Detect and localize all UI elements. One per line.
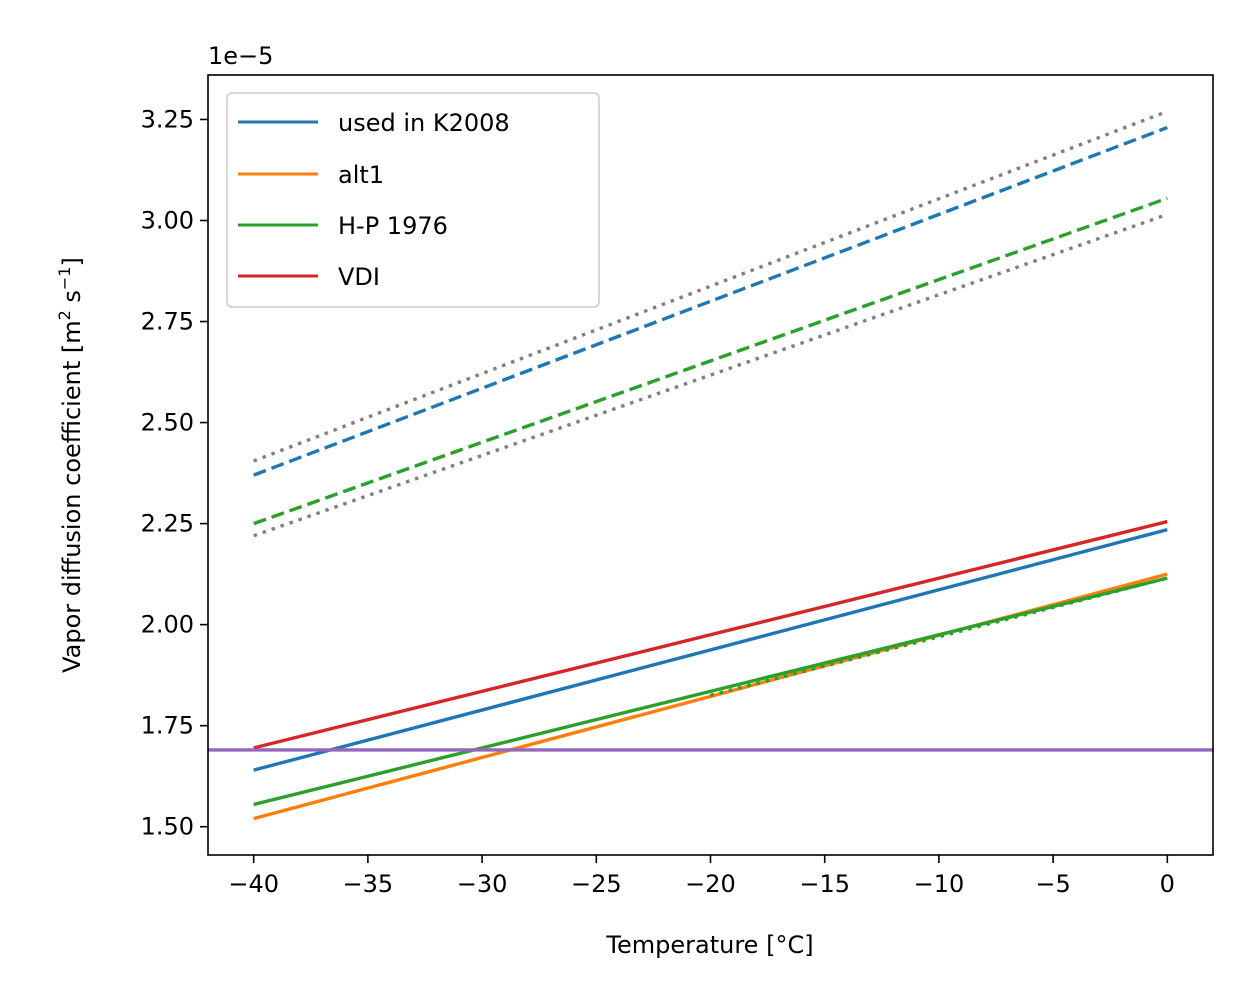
x-tick-label: −5 <box>1035 870 1070 898</box>
x-tick-label: −30 <box>457 870 508 898</box>
y-tick-label: 1.50 <box>141 813 194 841</box>
y-axis-label-sup1: 2 <box>55 310 74 320</box>
y-tick-label: 3.25 <box>141 105 194 133</box>
series-line-h-p-1976 <box>253 576 1168 807</box>
series-line-vdi <box>253 519 1168 750</box>
legend: used in K2008 alt1 H-P 1976 VDI <box>226 92 600 308</box>
x-tick-label: −10 <box>914 870 965 898</box>
series-line-dotted-8 <box>253 109 1168 463</box>
x-tick-label: −40 <box>228 870 279 898</box>
legend-label-k2008: used in K2008 <box>338 109 510 137</box>
x-tick-label: −35 <box>343 870 394 898</box>
legend-label-vdi: VDI <box>338 263 380 291</box>
x-tick-label: −20 <box>685 870 736 898</box>
y-axis-label-sup2: −1 <box>55 266 74 290</box>
x-axis-ticks: −40 −35 −30 −25 −20 −15 −10 −5 0 <box>228 855 1175 898</box>
y-tick-label: 3.00 <box>141 206 194 234</box>
x-tick-label: 0 <box>1160 870 1175 898</box>
x-tick-label: −15 <box>799 870 850 898</box>
series-layer <box>208 109 1213 821</box>
y-tick-label: 2.50 <box>141 409 194 437</box>
y-tick-label: 2.00 <box>141 611 194 639</box>
y-tick-label: 1.75 <box>141 712 194 740</box>
legend-box <box>226 92 600 308</box>
legend-label-hp1976: H-P 1976 <box>338 212 448 240</box>
y-axis-label-main: Vapor diffusion coefficient [m <box>58 320 86 673</box>
y-axis-ticks: 1.50 1.75 2.00 2.25 2.50 2.75 3.00 3.25 <box>141 105 208 841</box>
series-line-used-in-k2008 <box>253 528 1168 772</box>
series-line-dashed-6 <box>253 125 1168 477</box>
series-line-dashed-7 <box>253 196 1168 526</box>
series-line-dotted-5 <box>710 576 1168 698</box>
y-tick-label: 2.25 <box>141 510 194 538</box>
offset-label: 1e−5 <box>208 42 273 70</box>
legend-label-alt1: alt1 <box>338 161 384 189</box>
y-axis-label-end: ] <box>58 257 86 266</box>
y-axis-label: Vapor diffusion coefficient [m2 s−1] <box>55 257 86 673</box>
y-tick-label: 2.75 <box>141 308 194 336</box>
y-axis-label-mid: s <box>58 290 86 310</box>
x-tick-label: −25 <box>571 870 622 898</box>
x-axis-label: Temperature [°C] <box>605 931 813 959</box>
